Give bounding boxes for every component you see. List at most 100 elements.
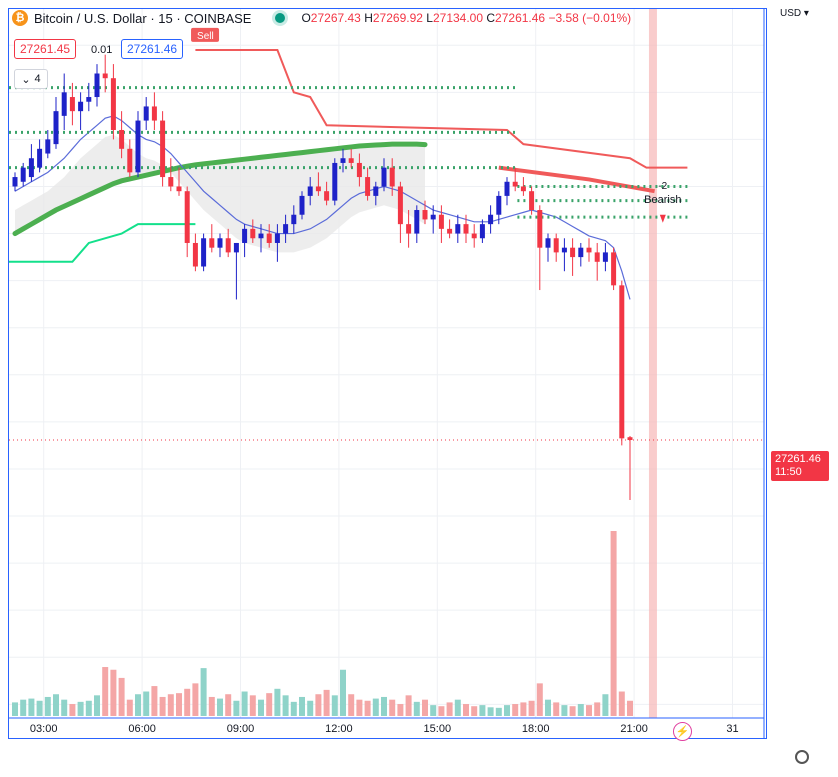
volume-bar <box>495 707 502 716</box>
candle-body <box>332 162 338 201</box>
candle-body <box>110 78 116 130</box>
candle-body <box>438 214 444 229</box>
volume-bar <box>53 694 59 716</box>
candle-body <box>496 195 502 215</box>
volume-bar <box>266 693 273 716</box>
volume-bar <box>12 702 18 716</box>
candle-body <box>561 247 567 253</box>
candle-body <box>529 191 535 211</box>
candle-body <box>192 242 198 267</box>
volume-bar <box>454 699 461 716</box>
bar-countdown: 11:50 <box>775 466 802 478</box>
last-price-label: 27261.46 11:50 <box>771 451 829 481</box>
volume-bar <box>274 688 281 716</box>
symbol-title[interactable]: Bitcoin / U.S. Dollar · 15 · COINBASE <box>34 10 252 26</box>
volume-bar <box>241 691 248 716</box>
sell-price-button[interactable]: 27261.45 <box>14 39 77 59</box>
candle-body <box>488 214 494 225</box>
buy-price-button[interactable]: 27261.46 <box>121 39 184 59</box>
candle-body <box>86 97 92 102</box>
candle-body <box>69 97 75 112</box>
trailing-stop-long <box>9 223 196 263</box>
candle-body <box>127 148 133 173</box>
highlight-band <box>648 9 657 718</box>
chart-canvas[interactable]: 26700.0026800.0026900.0027000.0027100.00… <box>9 9 766 738</box>
candle-body <box>578 247 584 258</box>
symbol-header[interactable]: ₿ Bitcoin / U.S. Dollar · 15 · COINBASE … <box>12 10 631 26</box>
x-tick-label: 21:00 <box>620 723 648 735</box>
candle-body <box>406 224 412 234</box>
candle-body <box>324 191 330 201</box>
volume-bar <box>192 683 199 716</box>
volume-bar <box>217 698 223 716</box>
candle-body <box>209 238 215 248</box>
candle-body <box>611 252 617 286</box>
candle-body <box>348 158 354 163</box>
volume-bar <box>512 704 519 716</box>
volume-bar <box>381 696 387 716</box>
volume-bar <box>372 698 379 716</box>
candle-body <box>61 92 67 116</box>
x-tick-label: 09:00 <box>227 723 255 735</box>
currency-label: USD <box>780 8 802 19</box>
volume-bar <box>307 700 314 716</box>
volume-bar <box>602 694 609 716</box>
candle-body <box>160 120 166 178</box>
candle-body <box>135 120 141 173</box>
volume-bar <box>258 699 264 716</box>
candle-body <box>168 177 174 187</box>
candle-body <box>291 214 297 225</box>
candle-body <box>397 186 403 225</box>
candle-body <box>176 186 182 192</box>
sell-marker-label: Sell <box>197 31 214 42</box>
candle-body <box>389 167 395 187</box>
candle-body <box>102 73 108 79</box>
x-tick-label: 15:00 <box>424 723 452 735</box>
volume-bar <box>151 686 158 716</box>
candle-body <box>20 167 26 182</box>
candle-body <box>619 285 625 439</box>
volume-bar <box>504 705 510 716</box>
volume-bar <box>282 695 289 716</box>
currency-select[interactable]: USD ▾ <box>780 8 809 19</box>
volume-bar <box>438 706 445 716</box>
volume-bar <box>520 702 527 716</box>
indicators-toggle[interactable]: ⌄ 4 <box>14 69 48 89</box>
volume-bar <box>430 705 437 716</box>
candle-body <box>463 224 469 234</box>
candle-body <box>143 106 149 121</box>
volume-bar <box>348 694 355 716</box>
candle-body <box>356 162 362 178</box>
candle-body <box>545 238 551 248</box>
candle-body <box>594 252 600 262</box>
volume-bar <box>528 700 535 716</box>
volume-bar <box>233 700 240 716</box>
candle-body <box>627 437 633 441</box>
candle-body <box>340 158 346 163</box>
candle-body <box>28 158 34 178</box>
volume-bar <box>225 694 232 716</box>
volume-bar <box>110 669 117 716</box>
candle-body <box>45 139 51 154</box>
volume-bar <box>446 702 453 716</box>
ma-fast-line <box>14 115 631 300</box>
bitcoin-icon: ₿ <box>12 10 28 26</box>
ohlc-readout: O27267.43 H27269.92 L27134.00 C27261.46 … <box>301 11 632 25</box>
candle-body <box>455 224 461 234</box>
gear-icon[interactable] <box>795 750 809 764</box>
volume-bar <box>618 691 625 716</box>
volume-bar <box>471 706 478 716</box>
candle-body <box>225 238 231 253</box>
candle-body <box>299 195 305 215</box>
candle-body <box>53 111 59 145</box>
candle-body <box>570 247 576 258</box>
market-open-icon <box>275 13 286 23</box>
candle-body <box>365 177 371 196</box>
candle-body <box>184 191 190 243</box>
x-tick-label: 18:00 <box>522 723 550 735</box>
volume-bar <box>577 704 584 716</box>
candle-body <box>602 252 608 262</box>
lightning-icon[interactable]: ⚡ <box>673 722 692 741</box>
volume-bar <box>536 683 543 716</box>
volume-bar <box>85 700 92 716</box>
